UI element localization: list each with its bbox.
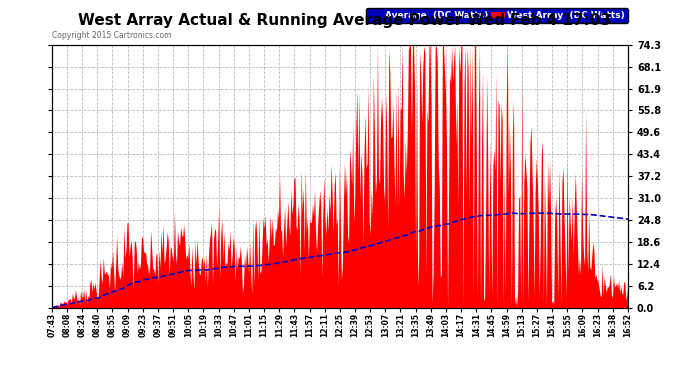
Text: Copyright 2015 Cartronics.com: Copyright 2015 Cartronics.com [52,31,171,40]
Legend: Average  (DC Watts), West Array  (DC Watts): Average (DC Watts), West Array (DC Watts… [366,8,628,22]
Text: West Array Actual & Running Average Power Wed Feb 4 17:03: West Array Actual & Running Average Powe… [79,13,611,28]
